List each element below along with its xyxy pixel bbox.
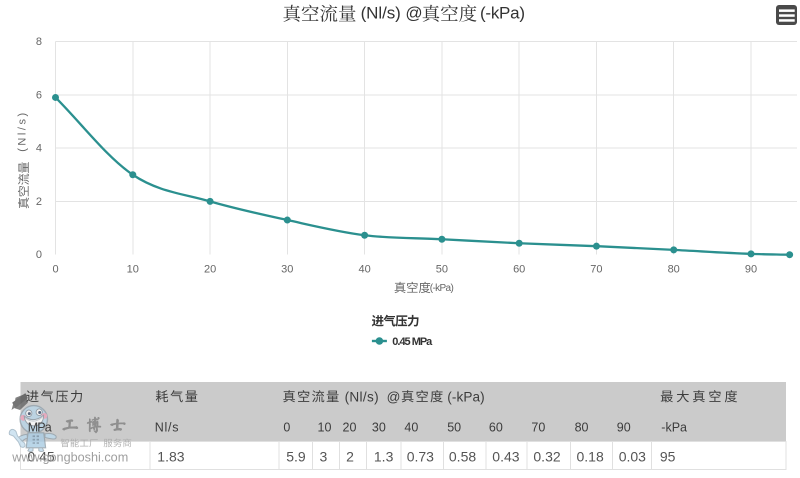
- svg-text:50: 50: [447, 420, 461, 434]
- svg-text:0.45 MPa: 0.45 MPa: [392, 336, 433, 348]
- svg-text:6: 6: [36, 89, 42, 101]
- svg-text:(Nl/s): (Nl/s): [345, 390, 379, 405]
- svg-text:0: 0: [283, 420, 290, 434]
- svg-text:0.58: 0.58: [449, 448, 476, 464]
- svg-text:3: 3: [320, 448, 328, 464]
- svg-text:30: 30: [372, 420, 386, 434]
- svg-text:(-kPa): (-kPa): [447, 390, 484, 405]
- svg-text:80: 80: [668, 263, 680, 275]
- svg-text:90: 90: [617, 420, 631, 434]
- svg-text:50: 50: [436, 263, 448, 275]
- svg-text:90: 90: [745, 263, 757, 275]
- svg-text:8: 8: [36, 36, 42, 48]
- svg-text:95: 95: [660, 448, 676, 464]
- svg-text:Nl/s: Nl/s: [155, 420, 179, 434]
- svg-text:70: 70: [590, 263, 602, 275]
- svg-text:30: 30: [281, 263, 293, 275]
- svg-text:20: 20: [343, 420, 357, 434]
- svg-text:-kPa: -kPa: [661, 420, 687, 434]
- svg-text:80: 80: [575, 420, 589, 434]
- svg-text:(Nl/s): (Nl/s): [361, 3, 401, 22]
- svg-text:(-kPa): (-kPa): [430, 283, 454, 294]
- svg-text:www.gongboshi.com: www.gongboshi.com: [11, 451, 128, 465]
- svg-text:0.18: 0.18: [577, 448, 604, 464]
- svg-text:0.32: 0.32: [533, 448, 560, 464]
- svg-text:0.45: 0.45: [27, 448, 54, 464]
- svg-text:(-kPa): (-kPa): [480, 3, 525, 22]
- svg-text:0.43: 0.43: [492, 448, 519, 464]
- svg-text:MPa: MPa: [28, 420, 52, 434]
- svg-text:10: 10: [127, 263, 139, 275]
- svg-text:1.83: 1.83: [157, 448, 184, 464]
- svg-text:60: 60: [513, 263, 525, 275]
- svg-text:4: 4: [36, 143, 42, 155]
- svg-text:2: 2: [36, 196, 42, 208]
- svg-text:0: 0: [52, 263, 58, 275]
- svg-text:0: 0: [36, 249, 42, 261]
- svg-text:0.03: 0.03: [619, 448, 646, 464]
- svg-text:40: 40: [404, 420, 418, 434]
- svg-text:@: @: [387, 390, 401, 405]
- svg-text:70: 70: [531, 420, 545, 434]
- svg-text:5.9: 5.9: [286, 448, 306, 464]
- svg-text:10: 10: [318, 420, 332, 434]
- svg-text:1.3: 1.3: [374, 448, 394, 464]
- svg-text:2: 2: [346, 448, 354, 464]
- svg-text:@: @: [405, 3, 422, 22]
- svg-text:20: 20: [204, 263, 216, 275]
- svg-text:0.73: 0.73: [407, 448, 434, 464]
- svg-text:40: 40: [358, 263, 370, 275]
- svg-text:60: 60: [489, 420, 503, 434]
